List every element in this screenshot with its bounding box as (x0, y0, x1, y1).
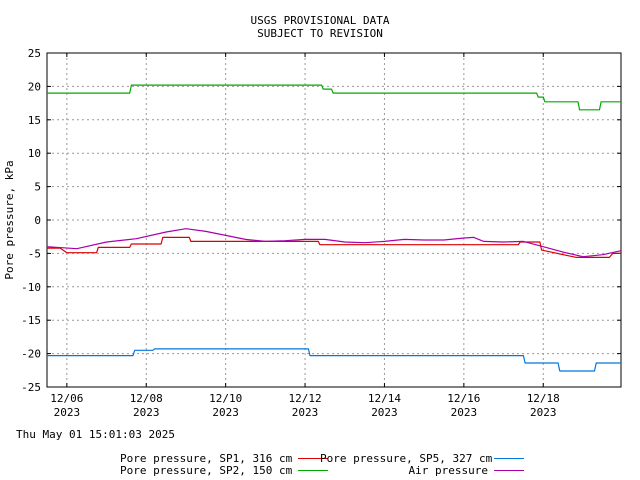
legend-item-sp5: Pore pressure, SP5, 327 cm (320, 451, 524, 465)
x-tick-year-label: 2023 (212, 406, 239, 419)
chart-title-line-1: USGS PROVISIONAL DATA (250, 14, 390, 27)
series-line-pore-pressure-sp5-327-cm (47, 348, 621, 372)
x-tick-year-label: 2023 (133, 406, 160, 419)
x-tick-label: 12/06 (50, 392, 83, 405)
legend-item-sp1: Pore pressure, SP1, 316 cm (120, 451, 328, 465)
y-tick-label: -15 (21, 314, 41, 327)
y-tick-label: -10 (21, 281, 41, 294)
x-tick-label: 12/14 (368, 392, 401, 405)
x-tick-year-label: 2023 (371, 406, 398, 419)
x-tick-label: 12/10 (209, 392, 242, 405)
legend-label-sp5: Pore pressure, SP5, 327 cm (320, 451, 493, 465)
y-tick-label: -5 (28, 247, 41, 260)
y-tick-label: 15 (28, 114, 41, 127)
legend-swatch-sp2 (298, 469, 328, 471)
series-line-pore-pressure-sp2-150-cm (47, 84, 621, 111)
x-tick-year-label: 2023 (292, 406, 319, 419)
series-line-air-pressure (46, 228, 622, 258)
chart-title-line-2: SUBJECT TO REVISION (257, 27, 383, 40)
y-tick-label: -20 (21, 348, 41, 361)
x-tick-year-label: 2023 (451, 406, 478, 419)
legend-item-sp2: Pore pressure, SP2, 150 cm (120, 463, 328, 477)
x-tick-label: 12/08 (130, 392, 163, 405)
grid (47, 53, 621, 387)
y-tick-label: 10 (28, 147, 41, 160)
legend-label-sp2: Pore pressure, SP2, 150 cm (120, 463, 293, 477)
series-line-pore-pressure-sp1-316-cm (47, 236, 621, 258)
series-group (46, 84, 622, 372)
legend-swatch-sp1 (298, 457, 328, 459)
legend-label-sp1: Pore pressure, SP1, 316 cm (120, 451, 293, 465)
x-tick-year-label: 2023 (530, 406, 557, 419)
y-tick-label: 0 (34, 214, 41, 227)
timestamp: Thu May 01 15:01:03 2025 (16, 428, 175, 441)
legend-label-air: Air pressure (408, 463, 488, 477)
y-tick-label: -25 (21, 381, 41, 394)
x-tick-label: 12/18 (527, 392, 560, 405)
axis-ticks: 2520151050-5-10-15-20-2512/06202312/0820… (21, 47, 621, 419)
legend-swatch-sp5 (494, 457, 524, 459)
legend-swatch-air (494, 469, 524, 471)
legend-item-air: Air pressure (320, 463, 524, 477)
x-tick-label: 12/16 (447, 392, 480, 405)
y-tick-label: 20 (28, 80, 41, 93)
y-tick-label: 25 (28, 47, 41, 60)
x-tick-label: 12/12 (288, 392, 321, 405)
y-tick-label: 5 (34, 181, 41, 194)
x-tick-year-label: 2023 (54, 406, 81, 419)
y-axis-label: Pore pressure, kPa (3, 160, 16, 279)
